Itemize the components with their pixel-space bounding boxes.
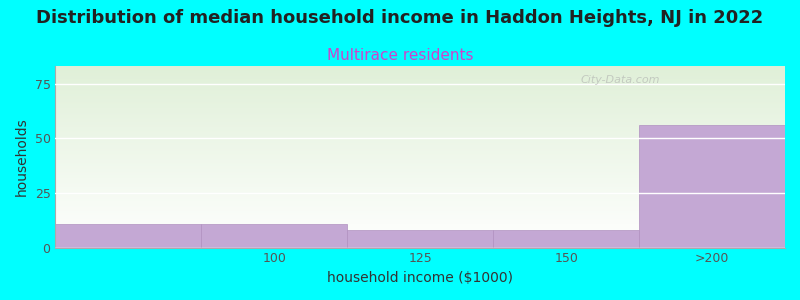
Text: City-Data.com: City-Data.com [581, 75, 660, 85]
X-axis label: household income ($1000): household income ($1000) [327, 271, 514, 285]
Bar [639, 125, 785, 248]
Y-axis label: households: households [15, 117, 29, 196]
Text: Multirace residents: Multirace residents [326, 48, 474, 63]
Bar [347, 230, 493, 247]
Text: Distribution of median household income in Haddon Heights, NJ in 2022: Distribution of median household income … [36, 9, 764, 27]
Bar [55, 224, 202, 248]
Bar [493, 230, 639, 247]
Bar [202, 224, 347, 248]
